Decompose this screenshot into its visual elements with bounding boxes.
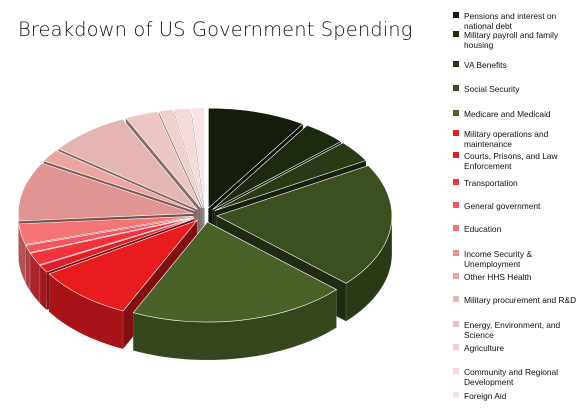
pie-tops (18, 107, 393, 323)
legend-label: Courts, Prisons, and Law Enforcement (464, 151, 558, 171)
legend-label: Military procurement and R&D (464, 295, 577, 305)
legend-item: Military operations and maintenance (453, 129, 583, 149)
legend-swatch (453, 85, 459, 91)
legend-item: VA Benefits (453, 60, 583, 70)
legend-label: Pensions and interest on national debt (464, 11, 557, 31)
slice-16 (190, 107, 205, 208)
legend-swatch (453, 321, 459, 327)
legend-item: Social Security (453, 84, 583, 94)
legend-item: Pensions and interest on national debt (453, 11, 583, 31)
legend-swatch (453, 273, 459, 279)
legend-label: Medicare and Medicaid (464, 109, 551, 119)
legend-swatch (453, 130, 459, 136)
slice-13 (125, 111, 202, 209)
slice-3 (216, 165, 393, 284)
legend-item: Medicare and Medicaid (453, 109, 583, 119)
legend-swatch (453, 225, 459, 231)
legend-label: Education (464, 224, 502, 234)
legend-swatch (453, 392, 459, 398)
slice-15 (173, 107, 204, 208)
slice-2 (214, 142, 367, 212)
legend-item: Transportation (453, 178, 583, 188)
legend-label: Agriculture (464, 343, 505, 353)
slice-7 (29, 217, 195, 266)
legend-item: Courts, Prisons, and Law Enforcement (453, 151, 583, 171)
slice-4 (132, 221, 338, 323)
slice-1 (212, 124, 342, 210)
legend-swatch (453, 31, 459, 37)
slice-8 (25, 216, 194, 253)
legend-label: Military operations and maintenance (464, 129, 549, 149)
legend-swatch (453, 368, 459, 374)
legend-label: General government (464, 201, 541, 211)
legend-label: Energy, Environment, and Science (464, 320, 561, 340)
legend-swatch (453, 110, 459, 116)
slice-11 (43, 149, 196, 212)
legend-item: Military procurement and R&D (453, 295, 583, 305)
legend-item: Income Security & Unemployment (453, 249, 583, 269)
legend-label: Community and Regional Development (464, 367, 559, 387)
legend-label: Transportation (464, 178, 518, 188)
legend-swatch (453, 344, 459, 350)
legend-label: Military payroll and family housing (464, 30, 559, 50)
legend-item: Agriculture (453, 343, 583, 353)
legend-item: Military payroll and family housing (453, 30, 583, 50)
slice-10 (18, 162, 194, 222)
legend-item: Other HHS Health (453, 272, 583, 282)
legend-swatch (453, 202, 459, 208)
legend-swatch (453, 61, 459, 67)
legend-item: Foreign Aid (453, 391, 583, 401)
legend-swatch (453, 179, 459, 185)
slice-9 (18, 215, 194, 245)
legend-label: Other HHS Health (464, 272, 532, 282)
legend-swatch (453, 152, 459, 158)
legend-item: General government (453, 201, 583, 211)
slice-side-6 (39, 264, 47, 311)
legend-label: Social Security (464, 84, 520, 94)
chart-title: Breakdown of US Government Spending (18, 18, 413, 41)
legend-swatch (453, 250, 459, 256)
legend-item: Community and Regional Development (453, 367, 583, 387)
slice-12 (57, 118, 198, 210)
legend-swatch (453, 12, 459, 18)
legend-item: Education (453, 224, 583, 234)
legend-label: VA Benefits (464, 60, 507, 70)
legend-swatch (453, 296, 459, 302)
legend-label: Income Security & Unemployment (464, 249, 532, 269)
slice-14 (158, 109, 203, 209)
legend-label: Foreign Aid (464, 391, 507, 401)
slice-6 (39, 218, 195, 273)
slice-5 (48, 219, 198, 312)
legend-item: Energy, Environment, and Science (453, 320, 583, 340)
slice-0 (208, 107, 304, 209)
